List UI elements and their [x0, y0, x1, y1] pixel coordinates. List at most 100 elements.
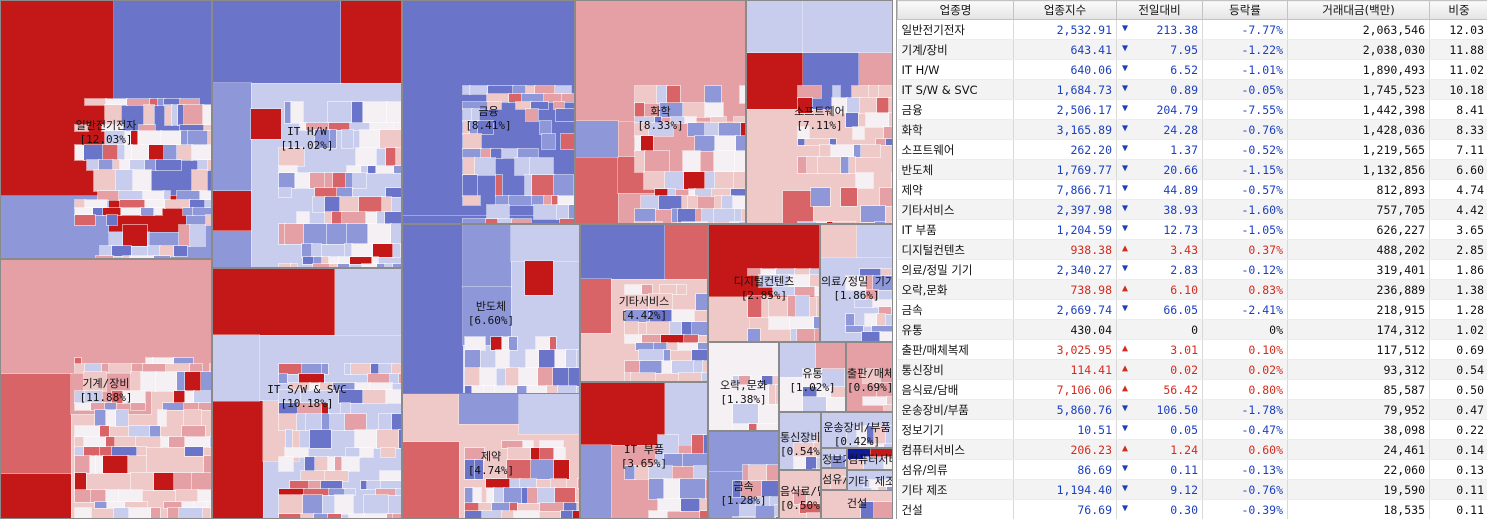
stock-tile[interactable]: [290, 101, 304, 124]
stock-tile[interactable]: [213, 230, 252, 267]
stock-tile[interactable]: [478, 502, 493, 512]
stock-tile[interactable]: [659, 284, 678, 295]
stock-tile[interactable]: [102, 207, 122, 216]
stock-tile[interactable]: [486, 487, 495, 504]
stock-tile[interactable]: [213, 334, 260, 402]
stock-tile[interactable]: [171, 104, 179, 126]
stock-tile[interactable]: [630, 372, 656, 381]
stock-tile[interactable]: [464, 349, 481, 369]
stock-tile[interactable]: [197, 489, 211, 503]
stock-tile[interactable]: [184, 371, 202, 392]
stock-tile[interactable]: [657, 434, 679, 455]
stock-tile[interactable]: [184, 436, 211, 448]
stock-tile[interactable]: [144, 199, 166, 209]
stock-tile[interactable]: [294, 172, 311, 189]
header-volume[interactable]: 거래대금(백만): [1287, 0, 1430, 20]
stock-tile[interactable]: [149, 98, 159, 106]
stock-tile[interactable]: [74, 144, 85, 161]
stock-tile[interactable]: [102, 144, 119, 161]
stock-tile[interactable]: [624, 321, 639, 336]
stock-tile[interactable]: [352, 172, 367, 189]
stock-tile[interactable]: [830, 386, 845, 398]
stock-tile[interactable]: [766, 464, 778, 482]
stock-tile[interactable]: [634, 135, 642, 152]
stock-tile[interactable]: [506, 459, 532, 480]
stock-tile[interactable]: [517, 148, 539, 159]
stock-tile[interactable]: [553, 174, 574, 197]
stock-tile[interactable]: [74, 446, 85, 457]
stock-tile[interactable]: [111, 245, 132, 257]
stock-tile[interactable]: [862, 368, 881, 384]
stock-tile[interactable]: [481, 510, 503, 518]
stock-tile[interactable]: [646, 321, 671, 336]
stock-tile[interactable]: [681, 195, 689, 210]
stock-tile[interactable]: [205, 214, 211, 226]
stock-tile[interactable]: [198, 402, 211, 411]
stock-tile[interactable]: [539, 120, 552, 135]
stock-tile[interactable]: [826, 221, 834, 223]
stock-tile[interactable]: [289, 480, 310, 490]
stock-tile[interactable]: [153, 207, 163, 216]
stock-tile[interactable]: [142, 190, 165, 201]
stock-tile[interactable]: [732, 480, 742, 498]
stock-tile[interactable]: [577, 478, 579, 489]
stock-tile[interactable]: [648, 293, 673, 311]
stock-tile[interactable]: [687, 122, 706, 137]
sector-tile[interactable]: 기타서비스 [4.42%]: [580, 224, 708, 382]
stock-tile[interactable]: [634, 116, 656, 124]
stock-tile[interactable]: [391, 413, 401, 431]
stock-tile[interactable]: [372, 243, 394, 258]
stock-tile[interactable]: [130, 402, 146, 411]
sector-tile[interactable]: 의료/정밀 기기 [1.86%]: [820, 224, 893, 342]
stock-tile[interactable]: [74, 207, 94, 216]
stock-tile[interactable]: [278, 263, 292, 267]
stock-tile[interactable]: [385, 147, 397, 167]
stock-tile[interactable]: [663, 453, 684, 467]
stock-tile[interactable]: [699, 510, 707, 518]
stock-tile[interactable]: [556, 204, 570, 220]
stock-tile[interactable]: [321, 256, 330, 265]
stock-tile[interactable]: [537, 487, 556, 504]
stock-tile[interactable]: [485, 478, 511, 489]
stock-tile[interactable]: [358, 196, 383, 213]
stock-tile[interactable]: [95, 455, 104, 474]
stock-tile[interactable]: [635, 342, 655, 351]
stock-tile[interactable]: [511, 218, 532, 223]
stock-tile[interactable]: [471, 108, 480, 122]
stock-tile[interactable]: [191, 472, 211, 491]
stock-tile[interactable]: [74, 363, 86, 373]
stock-tile[interactable]: [873, 425, 887, 445]
stock-tile[interactable]: [797, 138, 806, 146]
stock-tile[interactable]: [477, 120, 494, 135]
stock-tile[interactable]: [768, 316, 791, 330]
stock-tile[interactable]: [814, 328, 819, 341]
sector-tile[interactable]: 건설: [821, 490, 893, 519]
stock-tile[interactable]: [168, 436, 186, 448]
stock-tile[interactable]: [756, 423, 778, 430]
stock-tile[interactable]: [563, 502, 578, 512]
stock-tile[interactable]: [105, 409, 117, 427]
stock-tile[interactable]: [370, 363, 380, 375]
stock-tile[interactable]: [657, 498, 682, 512]
stock-tile[interactable]: [747, 52, 804, 110]
table-row[interactable]: 음식료/담배 7,106.06 ▲ 56.42 0.80% 85,587 0.50: [897, 379, 1487, 400]
stock-tile[interactable]: [641, 284, 653, 295]
stock-tile[interactable]: [702, 360, 707, 374]
stock-tile[interactable]: [576, 502, 579, 512]
stock-tile[interactable]: [338, 256, 351, 265]
stock-tile[interactable]: [122, 390, 146, 404]
stock-tile[interactable]: [691, 321, 707, 336]
table-row[interactable]: IT S/W & SVC 1,684.73 ▼ 0.89 -0.05% 1,745,523…: [897, 79, 1487, 100]
stock-tile[interactable]: [334, 494, 354, 515]
stock-tile[interactable]: [491, 502, 511, 512]
stock-tile[interactable]: [693, 465, 707, 480]
stock-tile[interactable]: [74, 507, 92, 518]
stock-tile[interactable]: [176, 144, 193, 161]
stock-tile[interactable]: [797, 221, 818, 223]
stock-tile[interactable]: [821, 225, 858, 258]
stock-tile[interactable]: [1, 473, 72, 518]
stock-tile[interactable]: [634, 221, 653, 223]
stock-tile[interactable]: [395, 488, 401, 496]
sector-tile[interactable]: 일반전기전자 [12.03%]: [0, 0, 212, 259]
stock-tile[interactable]: [83, 144, 104, 161]
